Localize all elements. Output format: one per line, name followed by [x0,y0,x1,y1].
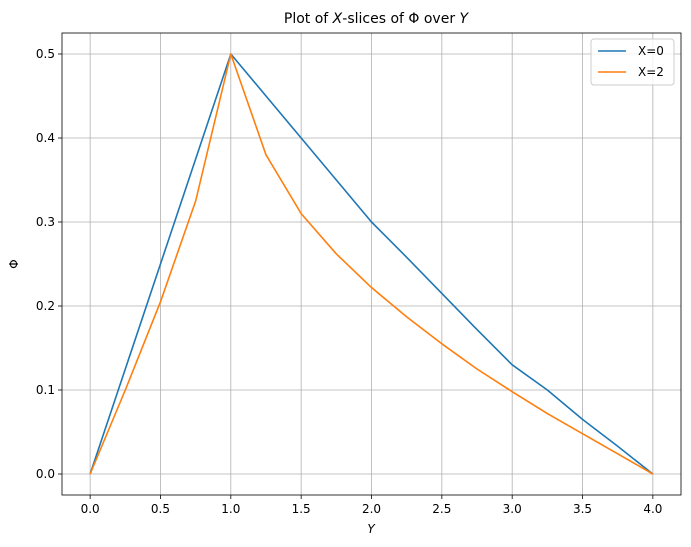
series-line-x2 [89,53,654,475]
x-ticks: 0.0 0.5 1.0 1.5 2.0 2.5 3.0 3.5 4.0 [81,495,662,516]
y-ticks: 0.0 0.1 0.2 0.3 0.4 0.5 [36,47,62,481]
y-tick-label: 0.1 [36,383,55,397]
y-axis-label: Φ [7,259,21,268]
x-tick-label: 4.0 [643,502,662,516]
legend: X=0 X=2 [590,38,675,86]
legend-label-x0: X=0 [638,44,664,58]
chart-title-part-3: -slices of Φ over [342,11,459,27]
x-tick-label: 2.0 [362,502,381,516]
x-tick-label: 1.0 [221,502,240,516]
chart-title-part-2: X [332,11,343,27]
x-tick-label: 0.5 [151,502,170,516]
x-tick-label: 0.0 [81,502,100,516]
x-axis-label: Y [367,522,376,536]
chart-title-part-1: Plot of [284,11,333,27]
y-tick-label: 0.3 [36,215,55,229]
x-tick-label: 1.5 [292,502,311,516]
chart-title-part-4: Y [460,11,470,27]
legend-label-x2: X=2 [638,65,664,79]
y-tick-label: 0.4 [36,131,55,145]
chart-title: Plot of X-slices of Φ over Y [284,11,470,27]
y-tick-label: 0.5 [36,47,55,61]
series-line-x0 [89,53,654,475]
series-lines [89,53,654,475]
x-tick-label: 3.0 [503,502,522,516]
y-tick-label: 0.0 [36,467,55,481]
y-tick-label: 0.2 [36,299,55,313]
x-tick-label: 2.5 [432,502,451,516]
x-tick-label: 3.5 [573,502,592,516]
